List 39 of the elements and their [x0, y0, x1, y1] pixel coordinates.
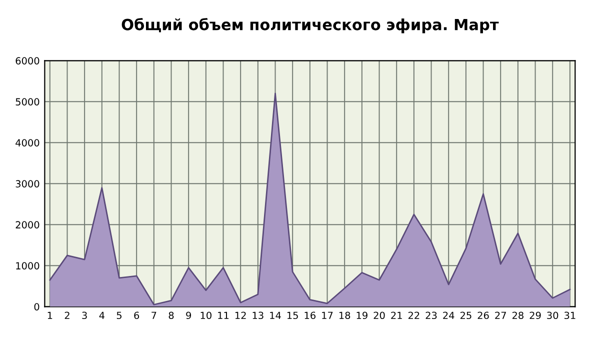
y-tick-label: 3000 [16, 180, 40, 188]
x-tick-label: 29 [530, 312, 541, 320]
x-tick-label: 13 [252, 312, 264, 320]
x-tick-label: 22 [408, 312, 420, 319]
y-tick-label: 2000 [16, 221, 40, 228]
y-tick-label: 4000 [16, 139, 40, 146]
x-tick-label: 25 [460, 312, 472, 320]
x-tick-label: 27 [495, 312, 506, 319]
y-tick-label: 5000 [16, 98, 40, 106]
x-tick-label: 11 [218, 312, 229, 319]
y-tick-label: 1000 [16, 262, 40, 270]
x-tick-label: 19 [356, 312, 368, 320]
x-tick-label: 2 [64, 312, 70, 319]
x-tick-label: 18 [339, 312, 350, 320]
x-tick-label: 3 [82, 312, 87, 320]
x-tick-label: 1 [48, 312, 52, 319]
x-tick-label: 26 [478, 312, 489, 320]
x-tick-label: 4 [99, 312, 104, 319]
x-tick-label: 28 [512, 312, 524, 320]
x-tick-label: 21 [391, 312, 402, 319]
x-tick-label: 10 [200, 312, 212, 320]
x-tick-label: 20 [374, 312, 385, 320]
x-tick-label: 23 [426, 312, 437, 320]
x-tick-label: 14 [270, 312, 281, 319]
x-tick-label: 6 [134, 312, 140, 320]
x-tick-label: 8 [168, 312, 174, 320]
chart-title: Общий объем политического эфира. Март [122, 18, 499, 34]
x-tick-label: 7 [152, 312, 156, 319]
y-tick-label: 0 [34, 303, 40, 310]
x-tick-label: 16 [304, 312, 316, 320]
x-tick-label: 17 [322, 312, 333, 319]
x-tick-label: 15 [287, 312, 298, 320]
y-tick-label: 6000 [16, 57, 40, 64]
x-tick-label: 31 [564, 312, 576, 320]
x-tick-label: 5 [116, 312, 122, 320]
x-tick-label: 12 [235, 312, 246, 319]
x-tick-label: 30 [547, 312, 558, 320]
x-tick-label: 24 [443, 312, 454, 319]
x-tick-label: 9 [186, 312, 191, 320]
